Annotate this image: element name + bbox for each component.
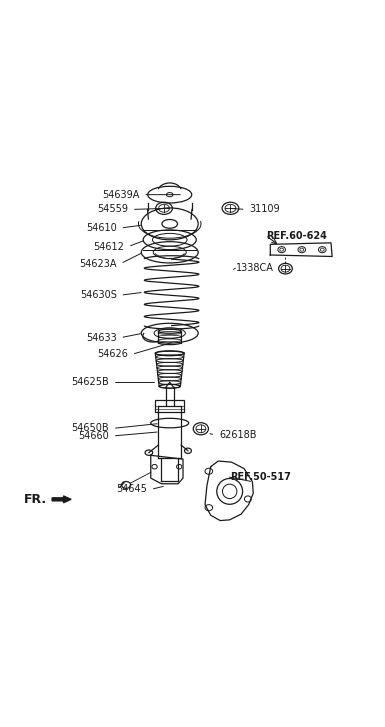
Text: 54645: 54645	[116, 484, 147, 494]
Text: 31109: 31109	[249, 204, 280, 214]
Text: 54612: 54612	[93, 241, 124, 252]
FancyArrow shape	[52, 496, 71, 503]
Text: 54626: 54626	[97, 350, 128, 359]
Text: REF.50-517: REF.50-517	[231, 472, 291, 481]
Text: FR.: FR.	[23, 493, 47, 506]
Text: 1338CA: 1338CA	[236, 263, 274, 273]
Text: 54633: 54633	[86, 333, 117, 342]
Text: 54660: 54660	[78, 431, 109, 441]
Text: 54610: 54610	[86, 223, 117, 233]
Text: 54639A: 54639A	[102, 190, 139, 200]
Text: 54559: 54559	[97, 204, 128, 214]
Text: 54630S: 54630S	[80, 290, 117, 300]
Text: 54623A: 54623A	[79, 259, 117, 269]
Text: REF.60-624: REF.60-624	[266, 231, 327, 241]
Text: 54625B: 54625B	[71, 377, 109, 387]
Text: 54650B: 54650B	[71, 423, 109, 433]
Text: 62618B: 62618B	[219, 430, 256, 440]
